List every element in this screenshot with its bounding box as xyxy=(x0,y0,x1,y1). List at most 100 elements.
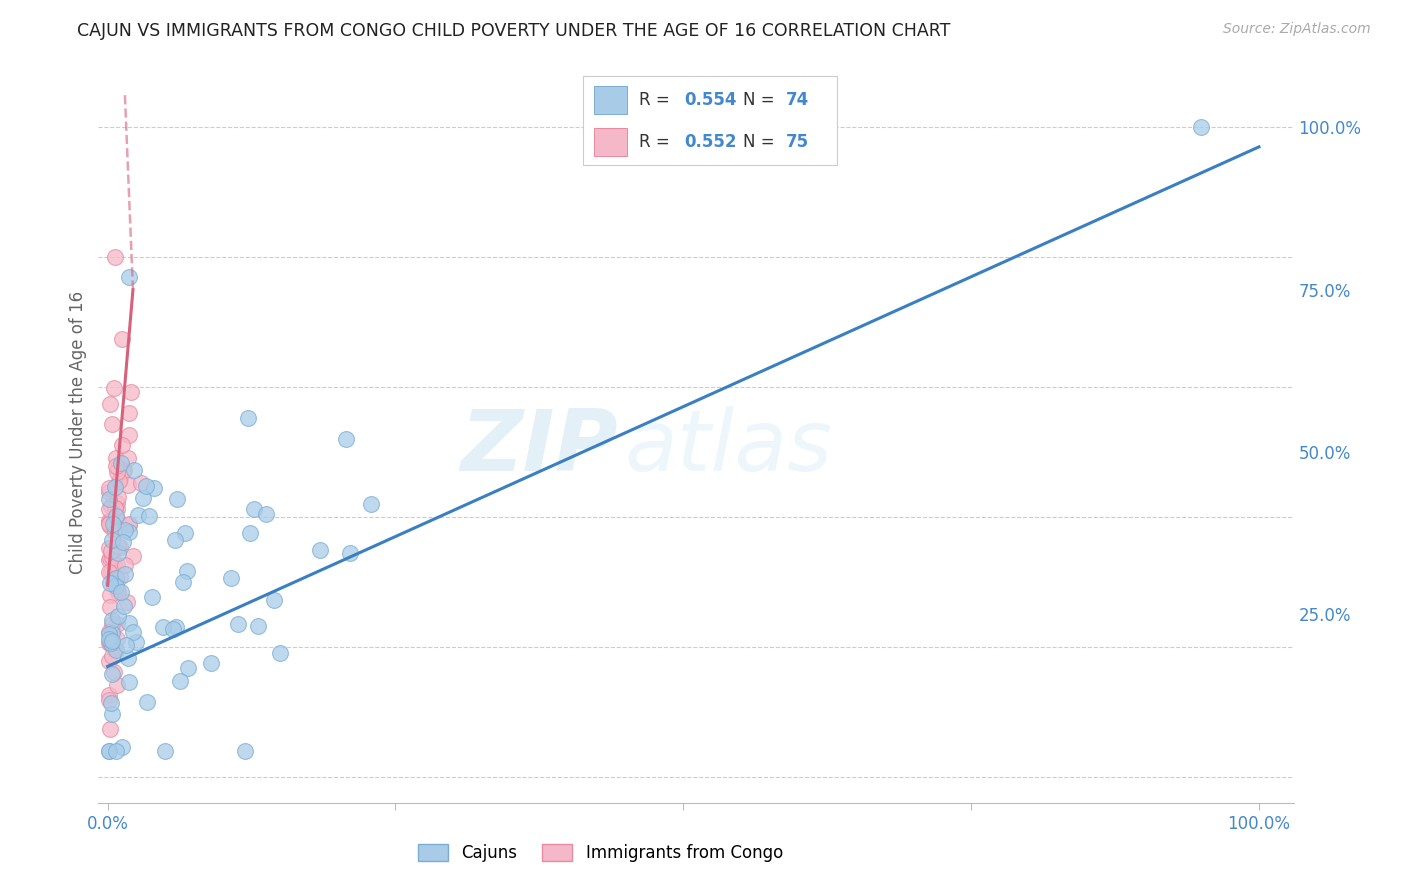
Point xyxy=(97,744,120,758)
Point xyxy=(97,514,120,528)
Bar xyxy=(593,86,627,114)
Point xyxy=(107,523,129,537)
Point xyxy=(239,526,262,541)
Text: atlas: atlas xyxy=(624,406,832,489)
Point xyxy=(112,463,135,477)
Point xyxy=(100,544,122,558)
Point xyxy=(103,665,125,680)
Point xyxy=(103,480,125,494)
Point xyxy=(98,627,121,641)
Point xyxy=(100,499,122,513)
Point xyxy=(97,491,120,506)
Text: 0.554: 0.554 xyxy=(685,91,737,109)
Point xyxy=(118,615,141,630)
Point xyxy=(118,524,141,539)
Point xyxy=(105,502,128,516)
Point xyxy=(117,450,139,465)
Point xyxy=(226,616,249,631)
Point xyxy=(101,576,124,591)
Point xyxy=(174,525,197,540)
Point xyxy=(104,571,127,585)
Point xyxy=(1189,120,1212,135)
Text: 0.552: 0.552 xyxy=(685,133,737,151)
Point xyxy=(107,514,129,528)
Point xyxy=(98,693,121,707)
Point xyxy=(269,647,291,661)
Point xyxy=(122,549,145,564)
Point xyxy=(153,744,176,758)
Point xyxy=(105,451,128,466)
Point xyxy=(97,688,120,702)
Point xyxy=(246,619,269,633)
Point xyxy=(108,474,131,488)
Point xyxy=(125,635,148,649)
Text: R =: R = xyxy=(640,133,675,151)
Point xyxy=(115,595,138,609)
Text: ZIP: ZIP xyxy=(461,406,619,489)
Point xyxy=(100,626,122,640)
Point xyxy=(165,620,187,634)
Point xyxy=(105,616,128,631)
Point xyxy=(162,622,184,636)
Point xyxy=(100,666,122,681)
Point xyxy=(114,566,136,581)
Point xyxy=(97,654,120,668)
Point xyxy=(111,739,134,754)
Point xyxy=(107,609,129,624)
Point xyxy=(172,575,194,590)
Point xyxy=(105,678,128,692)
Point xyxy=(101,613,124,627)
Point xyxy=(141,591,163,605)
Point xyxy=(104,573,127,587)
Point xyxy=(104,501,127,516)
Point xyxy=(98,575,121,590)
Point xyxy=(121,625,143,640)
Point xyxy=(112,535,135,549)
Point xyxy=(100,617,122,632)
Point xyxy=(152,620,174,634)
Point xyxy=(136,695,159,709)
Point xyxy=(112,599,135,613)
Point xyxy=(142,481,165,495)
Point xyxy=(104,458,127,473)
Point xyxy=(335,432,357,446)
Point xyxy=(117,650,139,665)
Point xyxy=(120,385,142,400)
Point xyxy=(254,508,277,522)
Point xyxy=(101,533,124,548)
Point xyxy=(100,514,122,528)
Point xyxy=(100,636,122,650)
Text: R =: R = xyxy=(640,91,675,109)
Point xyxy=(101,633,124,648)
Point xyxy=(104,500,127,515)
Point xyxy=(98,624,121,639)
Text: 75: 75 xyxy=(786,133,808,151)
Point xyxy=(111,437,134,451)
Point xyxy=(118,269,141,284)
Point xyxy=(107,540,129,554)
Text: N =: N = xyxy=(742,91,780,109)
Point xyxy=(97,516,120,531)
Point xyxy=(107,461,129,475)
Point xyxy=(98,632,121,647)
Point xyxy=(114,523,136,537)
Point xyxy=(233,744,256,758)
Y-axis label: Child Poverty Under the Age of 16: Child Poverty Under the Age of 16 xyxy=(69,291,87,574)
Point xyxy=(98,744,121,758)
Point xyxy=(98,519,121,533)
Point xyxy=(100,565,122,579)
Point xyxy=(98,541,121,555)
Point xyxy=(114,558,136,573)
Text: N =: N = xyxy=(742,133,780,151)
Point xyxy=(308,543,330,558)
Point xyxy=(112,464,135,478)
Point xyxy=(110,584,132,599)
Point xyxy=(108,472,131,486)
Point xyxy=(104,560,127,574)
Point xyxy=(97,502,120,516)
Point xyxy=(105,744,128,758)
Point xyxy=(169,673,191,688)
Point xyxy=(243,501,266,516)
Point xyxy=(135,478,157,492)
Point xyxy=(132,491,155,505)
